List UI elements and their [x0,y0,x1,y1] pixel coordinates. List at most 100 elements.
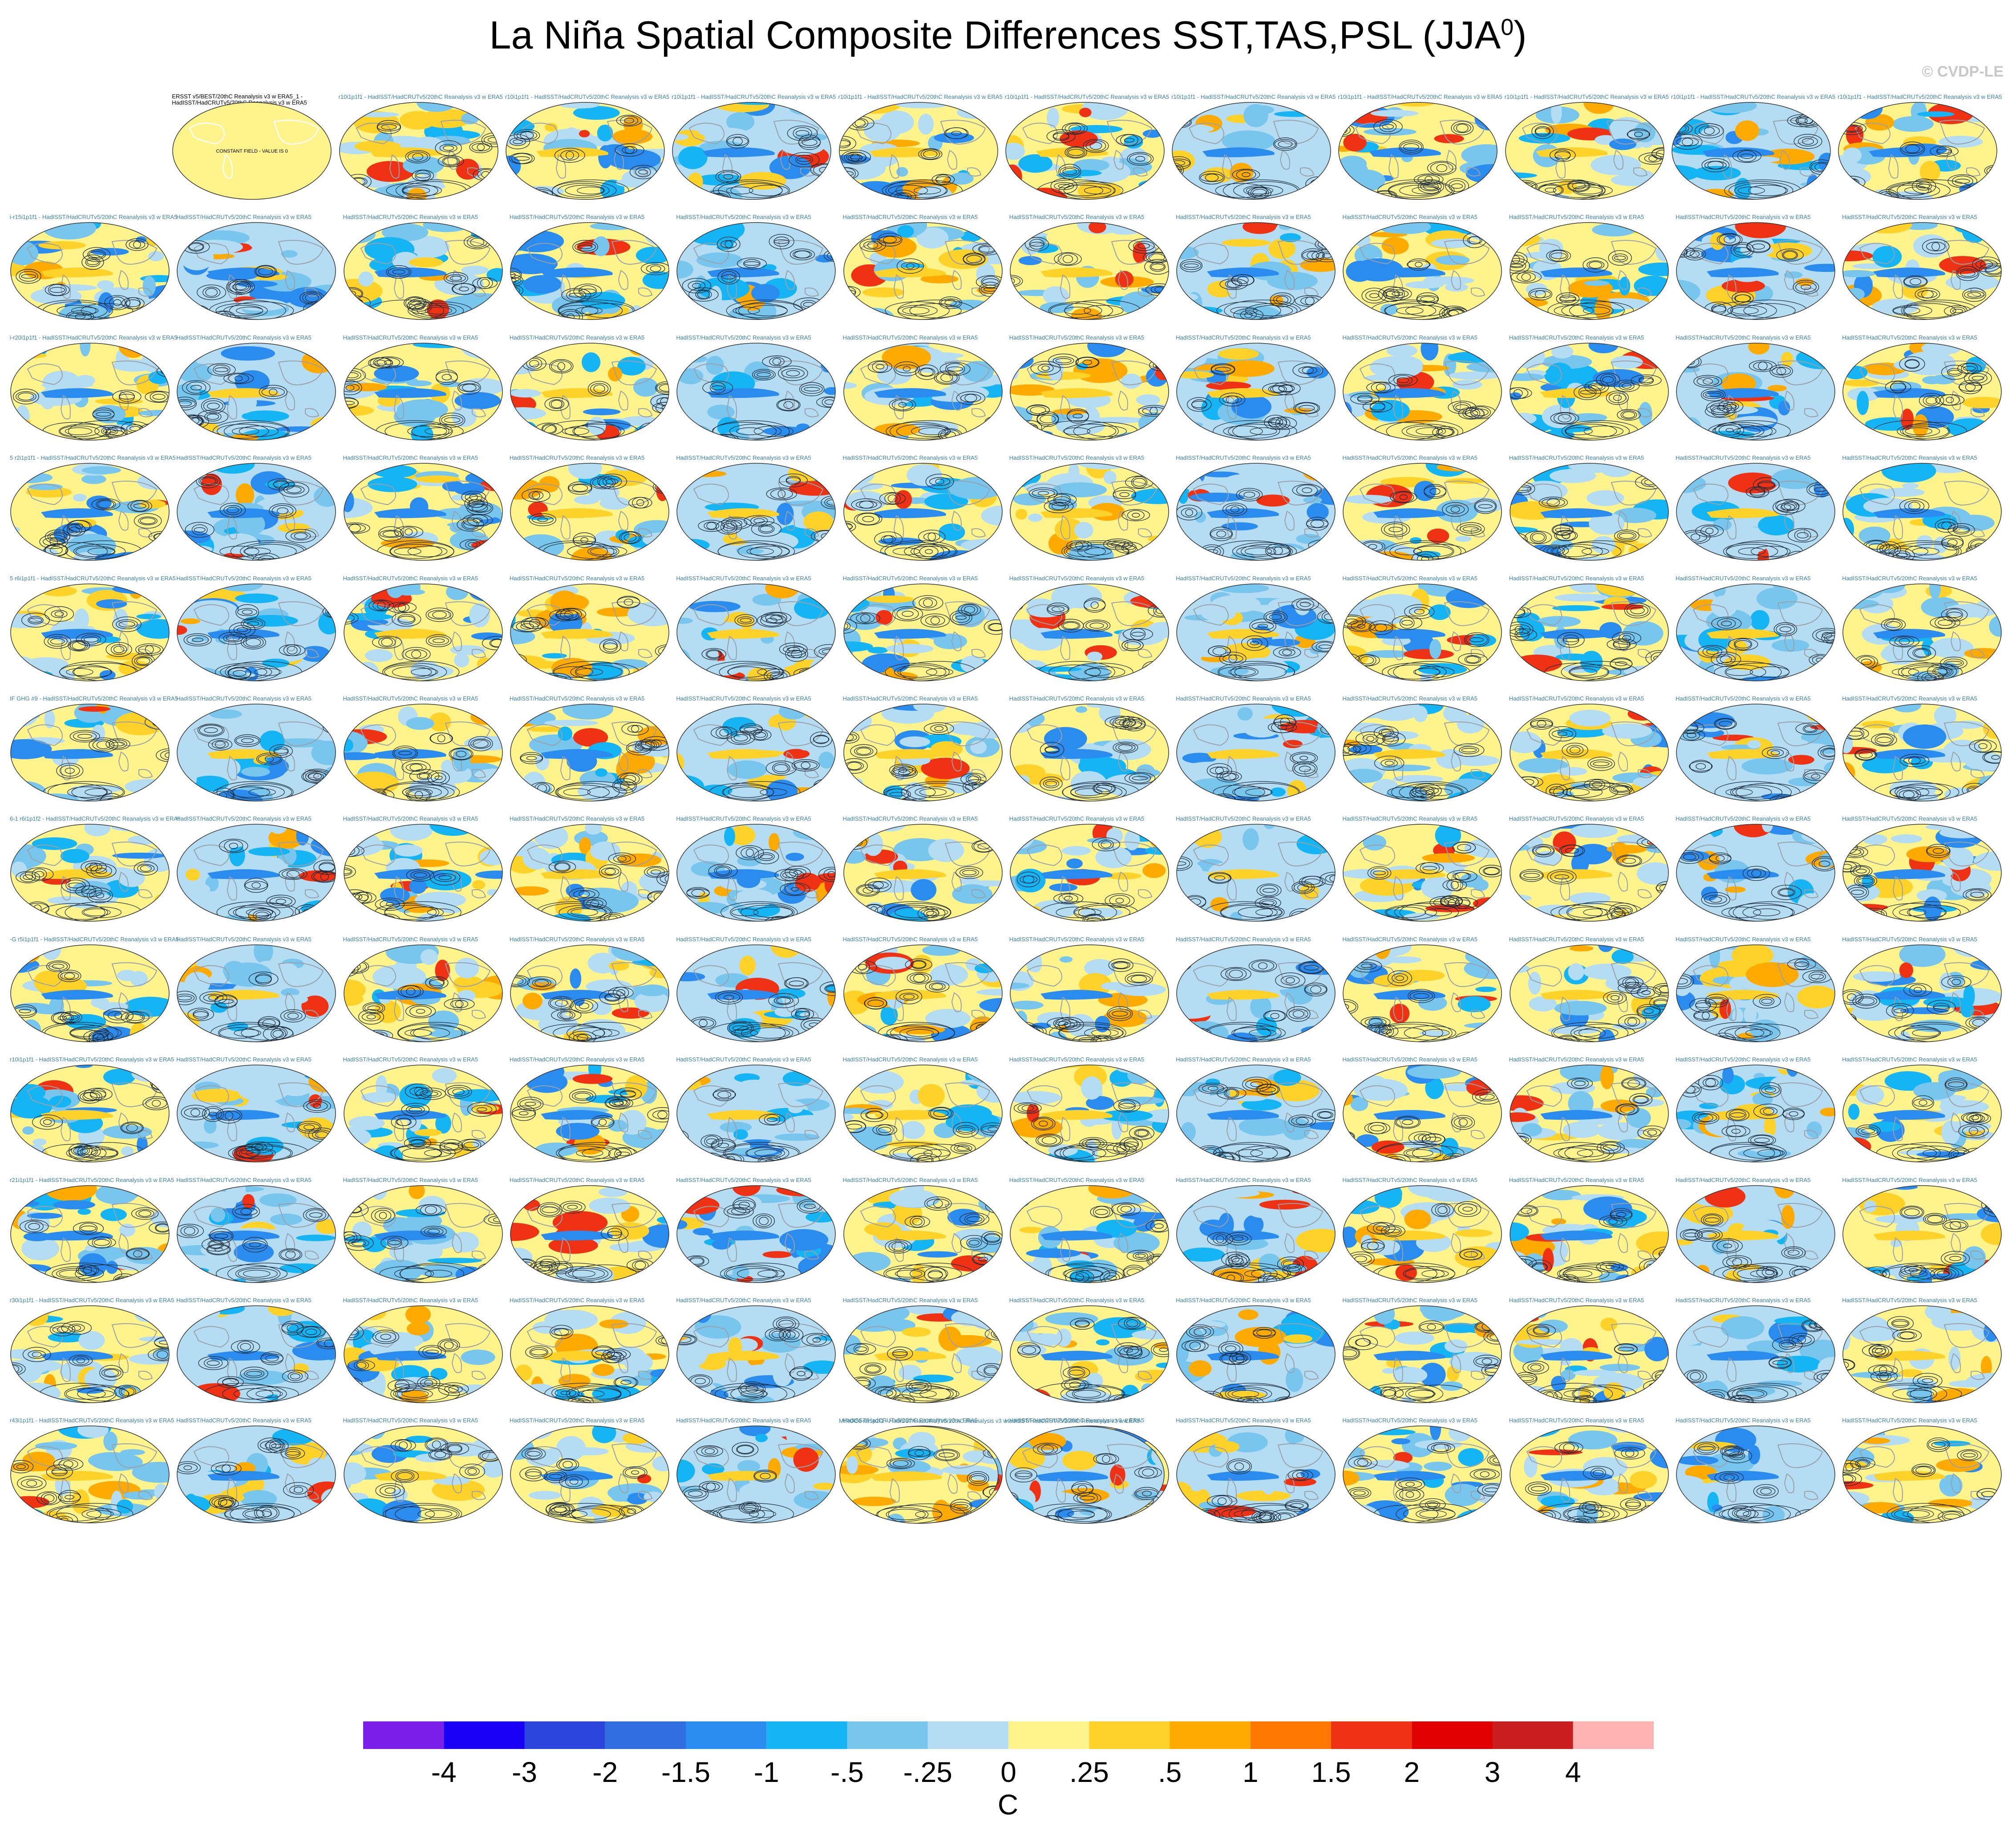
anomaly-map [843,944,1003,1042]
anomaly-map [1842,704,2002,802]
panel-title: HadISST/HadCRUTv5/20thC Reanalysis v3 w … [1509,1056,1644,1063]
colorbar-tick-label: .25 [1069,1756,1109,1788]
anomaly-map [843,704,1003,802]
panel-title: HadISST/HadCRUTv5/20thC Reanalysis v3 w … [343,1297,478,1304]
constant-map: CONSTANT FIELD - VALUE IS 0 [172,102,332,200]
anomaly-map [1838,102,1998,200]
panel-title: r10i1p1f1 - HadISST/HadCRUTv5/20thC Rean… [10,1056,174,1063]
panel-title: HadISST/HadCRUTv5/20thC Reanalysis v3 w … [676,1297,811,1304]
title-close: ) [1514,13,1527,57]
anomaly-map [177,704,336,802]
panel-title: HadISST/HadCRUTv5/20thC Reanalysis v3 w … [1842,454,1977,462]
anomaly-map [1010,704,1169,802]
colorbar-tick-label: -4 [431,1756,457,1788]
constant-field-note: CONSTANT FIELD - VALUE IS 0 [216,149,288,154]
anomaly-map [1842,1305,2002,1403]
anomaly-map [510,824,669,922]
anomaly-map [1010,824,1169,922]
anomaly-map [343,944,503,1042]
anomaly-map [10,944,170,1042]
anomaly-map [1343,463,1502,561]
panel-title: r10i1p1f1 - HadISST/HadCRUTv5/20thC Rean… [338,93,503,100]
anomaly-map [1842,1185,2002,1283]
colorbar-swatch [927,1721,1008,1749]
panel-title: HadISST/HadCRUTv5/20thC Reanalysis v3 w … [1009,454,1145,462]
anomaly-map [1672,102,1831,200]
anomaly-map [510,222,669,320]
panel-title: HadISST/HadCRUTv5/20thC Reanalysis v3 w … [1005,1417,1140,1424]
colorbar-tick-label: .5 [1158,1756,1182,1788]
panel-title: HadISST/HadCRUTv5/20thC Reanalysis v3 w … [1176,1297,1311,1304]
anomaly-map [10,222,170,320]
colorbar-swatch [1008,1721,1089,1749]
colorbar-swatch [847,1721,928,1749]
anomaly-map [1176,1065,1336,1162]
panel-title: HadISST/HadCRUTv5/20thC Reanalysis v3 w … [1176,1056,1311,1063]
anomaly-map [510,1065,669,1162]
panel-title: r10i1p1f1 - HadISST/HadCRUTv5/20thC Rean… [1671,93,1836,100]
colorbar-swatch [1492,1721,1573,1749]
panel-title: HadISST/HadCRUTv5/20thC Reanalysis v3 w … [1176,935,1311,943]
anomaly-map [843,463,1003,561]
anomaly-map [177,343,336,441]
panel-title: HadISST/HadCRUTv5/20thC Reanalysis v3 w … [509,1297,645,1304]
anomaly-map [343,222,503,320]
anomaly-map [1176,222,1336,320]
panel-title: HadISST/HadCRUTv5/20thC Reanalysis v3 w … [343,1056,478,1063]
panel-title: HadISST/HadCRUTv5/20thC Reanalysis v3 w … [842,935,978,943]
anomaly-map [510,343,669,441]
panel-title: HadISST/HadCRUTv5/20thC Reanalysis v3 w … [676,334,811,341]
anomaly-map [343,704,503,802]
anomaly-map [510,463,669,561]
panel-title: HadISST/HadCRUTv5/20thC Reanalysis v3 w … [176,1417,312,1424]
panel-title: HadISST/HadCRUTv5/20thC Reanalysis v3 w … [676,1176,811,1183]
panel-title: HadISST/HadCRUTv5/20thC Reanalysis v3 w … [1342,454,1478,462]
colorbar-tick-label: 3 [1484,1756,1501,1788]
anomaly-map [177,1305,336,1403]
panel-title: HadISST/HadCRUTv5/20thC Reanalysis v3 w … [509,575,645,582]
panel-title: HadISST/HadCRUTv5/20thC Reanalysis v3 w … [1009,815,1145,822]
panel-title: HadISST/HadCRUTv5/20thC Reanalysis v3 w … [1009,1297,1145,1304]
title-main: La Niña Spatial Composite Differences SS… [489,13,1501,57]
panel-title: IF GHG #9 - HadISST/HadCRUTv5/20thC Rean… [10,695,178,702]
anomaly-map [177,222,336,320]
panel-title: r10i1p1f1 - HadISST/HadCRUTv5/20thC Rean… [1504,93,1669,100]
anomaly-map [676,824,836,922]
anomaly-map [1010,343,1169,441]
anomaly-map [177,1185,336,1283]
anomaly-map [510,1185,669,1283]
panel-title: HadISST/HadCRUTv5/20thC Reanalysis v3 w … [842,1297,978,1304]
anomaly-map [1842,944,2002,1042]
anomaly-map [1010,944,1169,1042]
panel-grid: ERSST v5/BEST/20thC Reanalysis v3 w ERA5… [10,93,2002,1524]
anomaly-map [10,1305,170,1403]
panel-title: HadISST/HadCRUTv5/20thC Reanalysis v3 w … [676,1056,811,1063]
colorbar-swatch [1331,1721,1412,1749]
anomaly-map [1676,222,1835,320]
colorbar-tick-label: 1.5 [1311,1756,1351,1788]
panel-title: HadISST/HadCRUTv5/20thC Reanalysis v3 w … [1842,815,1977,822]
panel-title: HadISST/HadCRUTv5/20thC Reanalysis v3 w … [842,454,978,462]
anomaly-map [1676,824,1835,922]
panel-title: HadISST/HadCRUTv5/20thC Reanalysis v3 w … [842,334,978,341]
anomaly-map [1343,222,1502,320]
colorbar-tick-label: -.5 [830,1756,864,1788]
anomaly-map [1676,343,1835,441]
anomaly-map [1509,583,1669,681]
colorbar-tick-label: -.25 [903,1756,952,1788]
anomaly-map [1842,583,2002,681]
panel-title: HadISST/HadCRUTv5/20thC Reanalysis v3 w … [1509,1297,1644,1304]
anomaly-map [1176,1305,1336,1403]
panel-title: HadISST/HadCRUTv5/20thC Reanalysis v3 w … [842,214,978,221]
panel-title: HadISST/HadCRUTv5/20thC Reanalysis v3 w … [176,695,312,702]
anomaly-map [1509,824,1669,922]
panel-title: HadISST/HadCRUTv5/20thC Reanalysis v3 w … [1342,1176,1478,1183]
panel-title: HadISST/HadCRUTv5/20thC Reanalysis v3 w … [1009,1176,1145,1183]
panel-title: HadISST/HadCRUTv5/20thC Reanalysis v3 w … [676,815,811,822]
anomaly-map [1676,944,1835,1042]
panel-title: HadISST/HadCRUTv5/20thC Reanalysis v3 w … [509,214,645,221]
panel-title: HadISST/HadCRUTv5/20thC Reanalysis v3 w … [676,1417,811,1424]
anomaly-map [843,343,1003,441]
anomaly-map [177,1065,336,1162]
anomaly-map [1509,1425,1669,1524]
